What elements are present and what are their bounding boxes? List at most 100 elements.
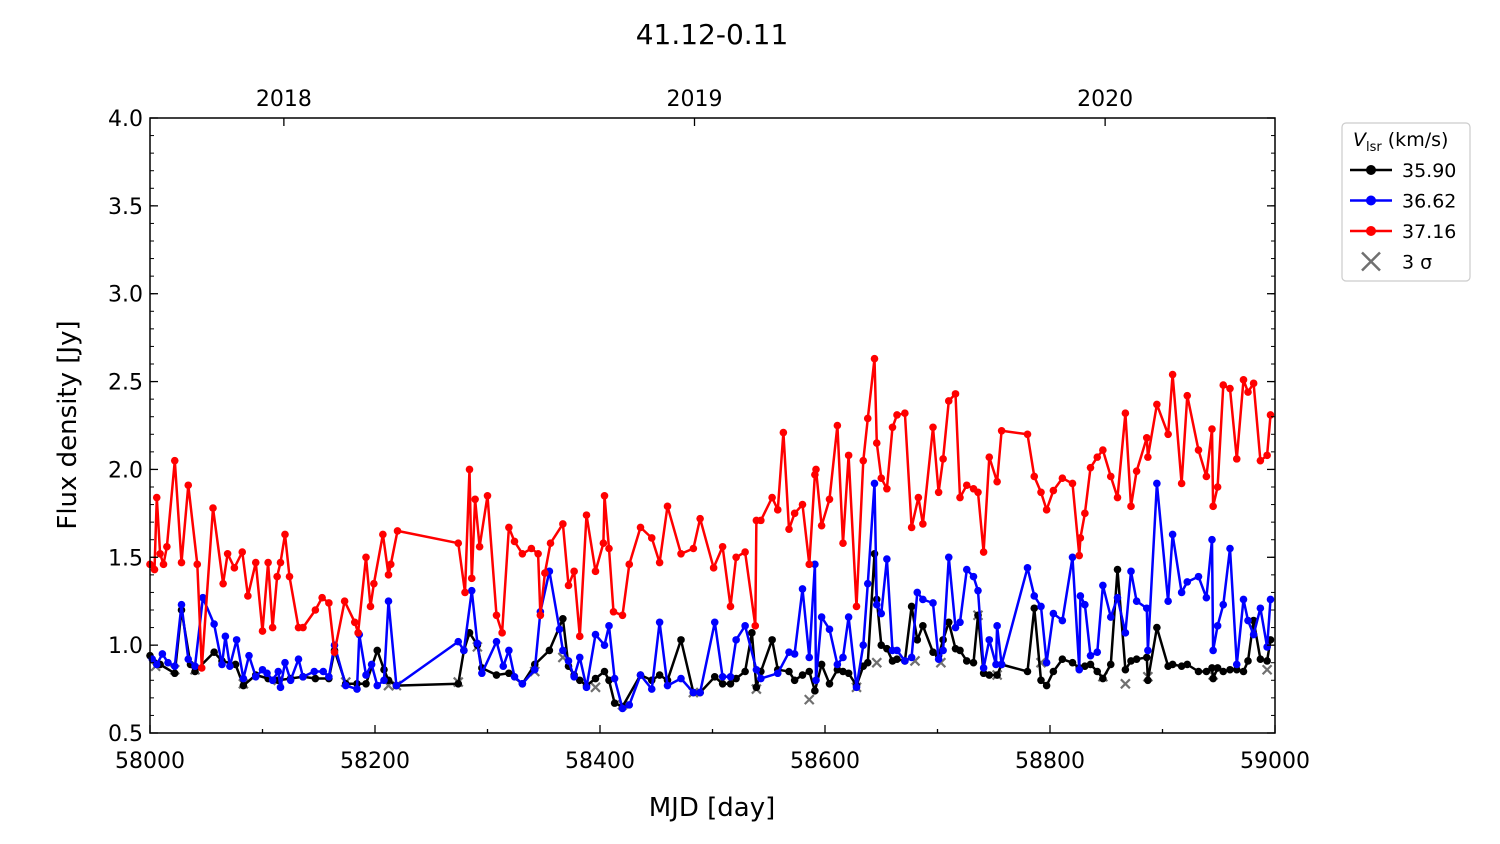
data-point — [366, 602, 375, 611]
data-point — [992, 660, 1000, 669]
data-point — [591, 630, 600, 639]
data-point — [1121, 629, 1130, 637]
data-point — [870, 549, 879, 558]
data-point — [534, 549, 542, 558]
data-point — [741, 548, 749, 556]
data-point — [883, 484, 891, 493]
data-point — [379, 530, 387, 539]
y-tick-label: 0.5 — [108, 722, 143, 747]
data-point — [510, 537, 519, 546]
data-point — [1177, 588, 1186, 597]
data-point — [210, 620, 218, 628]
data-point — [901, 657, 909, 665]
data-point — [239, 674, 248, 683]
data-point — [386, 560, 395, 569]
sigma-marker — [803, 694, 815, 705]
data-point — [591, 567, 600, 576]
sigma-marker — [590, 682, 601, 693]
data-point — [852, 683, 861, 692]
data-point — [454, 539, 463, 548]
data-point — [1177, 479, 1186, 488]
series-35-90 — [146, 549, 1275, 711]
data-point — [817, 613, 826, 621]
series-line — [149, 552, 1272, 708]
legend-marker — [1366, 165, 1376, 175]
data-point — [362, 680, 370, 688]
plot-frame — [149, 117, 1276, 734]
data-point — [1208, 664, 1216, 672]
data-point — [732, 636, 740, 644]
legend-title: Vlsr (km/s) — [1353, 129, 1448, 155]
data-point — [696, 514, 704, 523]
data-point — [677, 549, 685, 558]
data-point — [330, 648, 339, 656]
data-point — [636, 671, 645, 679]
x-tick-label: 58000 — [115, 749, 185, 774]
data-point — [1037, 488, 1045, 497]
data-point — [264, 558, 272, 567]
data-point — [962, 565, 971, 574]
data-point — [618, 611, 627, 620]
data-point — [1042, 681, 1051, 690]
data-point — [1106, 472, 1115, 481]
sigma-marker — [1261, 664, 1273, 676]
data-point — [1263, 451, 1271, 460]
data-point — [1049, 667, 1058, 676]
data-point — [979, 664, 988, 672]
data-point — [319, 667, 328, 676]
data-point — [582, 511, 591, 519]
data-point — [575, 653, 584, 662]
data-point — [1219, 381, 1228, 389]
legend-item: 36.62 — [1350, 191, 1456, 213]
data-point — [367, 660, 376, 669]
data-point — [907, 653, 916, 662]
data-point — [726, 680, 735, 688]
data-point — [191, 662, 199, 671]
legend-marker — [1366, 226, 1376, 236]
top-tick-label: 2019 — [667, 87, 723, 112]
data-point — [877, 474, 886, 483]
data-point — [913, 588, 922, 597]
data-point — [373, 681, 382, 690]
data-point — [1132, 655, 1141, 663]
data-point — [159, 560, 168, 569]
data-point — [1093, 667, 1102, 676]
data-point — [1030, 472, 1039, 481]
data-point — [732, 553, 740, 562]
data-point — [696, 688, 704, 697]
data-point — [625, 560, 634, 569]
data-point — [311, 674, 320, 683]
data-point — [741, 667, 749, 676]
data-point — [852, 602, 861, 611]
data-point — [353, 685, 361, 693]
data-point — [1023, 564, 1032, 572]
data-point — [677, 636, 685, 644]
data-point — [1249, 630, 1258, 639]
series-37-16 — [146, 354, 1275, 672]
data-point — [1132, 597, 1141, 606]
data-point — [1037, 602, 1045, 611]
data-point — [1209, 646, 1217, 655]
data-point — [392, 681, 401, 690]
data-point — [1168, 530, 1177, 539]
y-tick-label: 1.0 — [108, 634, 143, 659]
data-point — [752, 683, 761, 692]
data-point — [812, 676, 820, 685]
data-point — [286, 676, 295, 685]
data-point — [741, 622, 749, 630]
data-point — [1121, 409, 1130, 418]
data-point — [599, 539, 608, 548]
data-point — [475, 542, 484, 551]
data-point — [870, 354, 879, 363]
data-point — [1081, 600, 1089, 609]
data-point — [752, 665, 761, 674]
data-point — [844, 613, 853, 621]
data-point — [805, 653, 814, 662]
data-point — [877, 641, 886, 649]
data-point — [798, 500, 807, 509]
data-point — [1244, 388, 1252, 396]
data-point — [718, 542, 727, 551]
legend: Vlsr (km/s) 35.90 36.62 37.16 3 σ — [1341, 122, 1471, 282]
data-point — [170, 662, 179, 671]
